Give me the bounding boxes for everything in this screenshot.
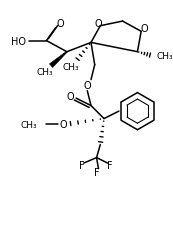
Text: O: O — [67, 92, 74, 102]
Text: F: F — [94, 168, 99, 178]
Text: CH₃: CH₃ — [36, 67, 53, 76]
Text: O: O — [95, 19, 102, 29]
Text: O: O — [140, 24, 148, 34]
Text: HO: HO — [11, 36, 26, 46]
Text: F: F — [107, 160, 112, 170]
Text: O: O — [57, 19, 64, 29]
Text: F: F — [79, 160, 85, 170]
Text: CH₃: CH₃ — [156, 52, 173, 61]
Text: O: O — [59, 120, 67, 130]
Text: O: O — [84, 81, 91, 91]
Polygon shape — [49, 52, 67, 68]
Text: CH₃: CH₃ — [62, 63, 79, 72]
Text: CH₃: CH₃ — [21, 120, 37, 129]
